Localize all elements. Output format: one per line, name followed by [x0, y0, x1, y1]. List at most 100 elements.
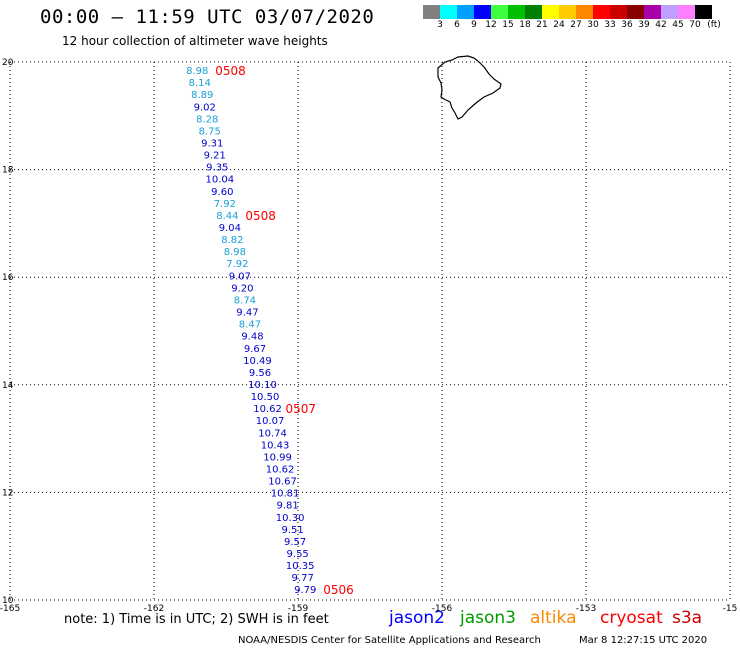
legend-label: 30: [587, 20, 599, 30]
legend-swatch: [661, 5, 678, 19]
axis-labels: -165 -162 -159 -156 -153 -15 20 18 16 14 12 10: [0, 58, 737, 614]
credit-line: NOAA/NESDIS Center for Satellite Applica…: [238, 635, 541, 646]
wave-height-value: 8.14: [189, 78, 211, 89]
legend-label: 39: [638, 20, 650, 30]
legend-label: 3: [437, 20, 443, 30]
satellite-label: cryosat: [600, 608, 663, 628]
wave-height-value: 9.48: [241, 332, 263, 343]
wave-height-value: 9.47: [236, 308, 258, 319]
wave-height-value: 10.49: [243, 356, 272, 367]
wave-height-value: 10.81: [271, 489, 300, 500]
footer-note: note: 1) Time is in UTC; 2) SWH is in fe…: [64, 612, 329, 627]
legend-swatch: [678, 5, 695, 19]
graticule: [9, 61, 731, 601]
legend-swatch: [695, 5, 712, 19]
wave-height-value: 10.30: [276, 513, 305, 524]
legend-label: 42: [655, 20, 667, 30]
wave-height-value: 9.07: [229, 271, 251, 282]
wave-height-value: 10.04: [205, 175, 234, 186]
latitude-tick-label: 20: [2, 58, 14, 68]
wave-height-value: 10.50: [251, 392, 280, 403]
legend-swatch: [508, 5, 525, 19]
legend-swatch: [474, 5, 491, 19]
page-subtitle: 12 hour collection of altimeter wave hei…: [62, 34, 328, 48]
legend-swatch: [576, 5, 593, 19]
wave-height-value: 9.21: [204, 151, 226, 162]
satellite-label: s3a: [672, 608, 703, 628]
longitude-tick-label: -165: [0, 604, 20, 614]
wave-height-value: 9.57: [284, 537, 306, 548]
legend-label: 18: [519, 20, 531, 30]
wave-height-value: 7.92: [214, 199, 236, 210]
legend-swatch: [457, 5, 474, 19]
wave-height-value: 9.77: [292, 573, 314, 584]
legend-labels: 3 6 9 12 15 18 21 24 27 30 33 36 39 42 45 70 (ft): [423, 19, 740, 31]
wave-height-value: 8.44: [216, 211, 238, 222]
wave-height-value: 8.28: [196, 114, 218, 125]
wave-height-value: 9.79: [294, 585, 316, 596]
wave-height-value: 9.04: [219, 223, 241, 234]
legend-swatch: [423, 5, 440, 19]
legend-swatch: [644, 5, 661, 19]
legend-label: 9: [471, 20, 477, 30]
wave-height-value: 9.56: [249, 368, 271, 379]
longitude-tick-label: -162: [144, 604, 164, 614]
color-legend: 3 6 9 12 15 18 21 24 27 30 33 36 39 42 45 70 (ft): [423, 5, 740, 31]
wave-height-value: 8.47: [239, 320, 261, 331]
satellite-label: altika: [530, 608, 577, 628]
wave-height-value: 9.60: [211, 187, 233, 198]
time-label: 0507: [286, 402, 317, 416]
legend-swatches: [423, 5, 740, 19]
wave-height-value: 8.74: [234, 295, 256, 306]
legend-label: 15: [502, 20, 514, 30]
legend-swatch: [559, 5, 576, 19]
time-label: 0506: [323, 583, 354, 597]
longitude-tick-label: -159: [288, 604, 309, 614]
wave-height-track: 8.988.148.899.028.288.759.319.219.3510.0…: [186, 64, 354, 597]
legend-label: 45: [672, 20, 684, 30]
latitude-tick-label: 12: [2, 488, 13, 498]
hawaii-island-outline: [437, 55, 502, 120]
latitude-tick-label: 16: [2, 273, 14, 283]
wave-height-value: 9.51: [282, 525, 304, 536]
legend-swatch: [593, 5, 610, 19]
wave-height-value: 8.89: [191, 90, 213, 101]
wave-height-value: 8.98: [186, 66, 208, 77]
latitude-tick-label: 18: [2, 166, 14, 176]
legend-swatch: [542, 5, 559, 19]
latitude-tick-label: 14: [2, 381, 14, 391]
longitude-tick-label: -15: [723, 604, 738, 614]
legend-swatch: [525, 5, 542, 19]
wave-height-value: 9.81: [276, 501, 298, 512]
legend-swatch: [491, 5, 508, 19]
legend-swatch: [440, 5, 457, 19]
legend-label: 27: [570, 20, 582, 30]
satellite-label: jason2: [389, 608, 445, 628]
wave-height-value: 10.35: [286, 561, 315, 572]
wave-height-value: 8.75: [199, 126, 221, 137]
longitude-tick-label: -153: [576, 604, 596, 614]
wave-height-value: 9.55: [287, 549, 309, 560]
wave-height-value: 9.02: [194, 102, 216, 113]
satellite-label: jason3: [460, 608, 516, 628]
legend-label: 6: [454, 20, 460, 30]
wave-height-value: 8.82: [221, 235, 243, 246]
wave-height-value: 8.98: [224, 247, 246, 258]
page-title: 00:00 – 11:59 UTC 03/07/2020: [40, 6, 375, 28]
wave-height-value: 10.43: [261, 440, 290, 451]
wave-height-value: 9.31: [201, 139, 223, 150]
wave-height-value: 10.74: [258, 428, 287, 439]
legend-label: 36: [621, 20, 633, 30]
wave-height-value: 10.62: [253, 404, 282, 415]
legend-label: 33: [604, 20, 616, 30]
legend-swatch: [627, 5, 644, 19]
wave-height-value: 9.20: [231, 283, 253, 294]
legend-label: 21: [536, 20, 548, 30]
legend-label: 24: [553, 20, 565, 30]
legend-label: 70: [689, 20, 701, 30]
time-label: 0508: [245, 209, 276, 223]
legend-swatch: [610, 5, 627, 19]
wave-height-value: 10.99: [263, 452, 292, 463]
longitude-tick-label: -156: [432, 604, 453, 614]
